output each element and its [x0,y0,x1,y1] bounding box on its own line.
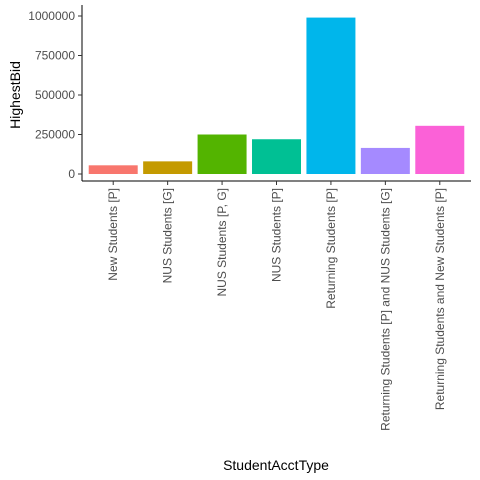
x-tick-label: New Students [P] [106,188,120,281]
y-tick-label: 500000 [35,88,75,102]
bar [88,165,138,174]
bars [88,17,465,174]
x-axis: New Students [P] NUS Students [G] NUS Stud… [82,180,471,431]
bar [252,139,301,174]
y-axis: 0 250000 500000 750000 1000000 [28,5,83,181]
bar [415,125,465,174]
x-tick-label: NUS Students [P, G] [215,188,229,297]
y-tick-label: 750000 [35,49,75,63]
x-tick-label: Returning Students and New Students [P] [433,188,447,410]
x-tick-label: NUS Students [G] [161,188,175,283]
bar [143,161,193,174]
y-tick-label: 0 [68,167,75,181]
bar [197,134,247,174]
x-tick-label: Returning Students [P] [324,188,338,309]
bar [360,147,410,174]
y-tick-label: 1000000 [28,9,75,23]
x-tick-label: NUS Students [P] [270,188,284,282]
x-tick-label: Returning Students [P] and NUS Students … [378,188,392,431]
bar [306,17,356,174]
y-tick-label: 250000 [35,128,75,142]
x-axis-title: StudentAcctType [223,457,329,473]
y-axis-title: HighestBid [7,61,23,129]
